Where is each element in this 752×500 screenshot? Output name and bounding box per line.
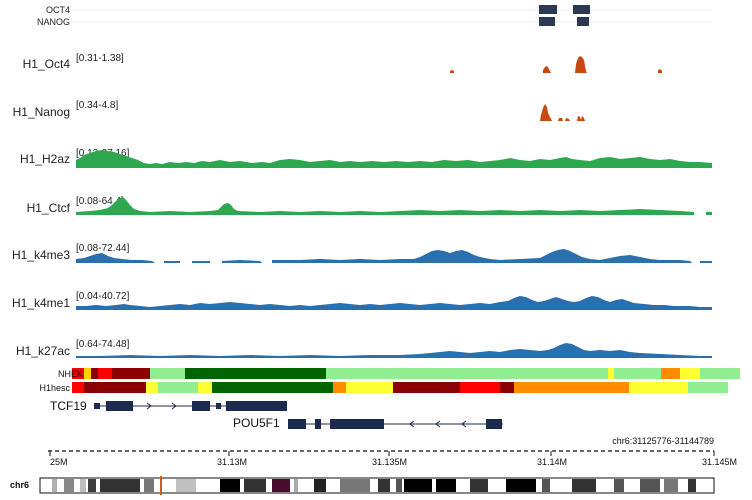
signal-track-h1-ctcf[interactable]: H1_Ctcf [0.08-64.4] [27, 196, 712, 215]
signal-track-h1-nanog[interactable]: H1_Nanog [0.34-4.8] [13, 100, 585, 121]
chromhmm-track-nhek[interactable]: NHEK [58, 368, 740, 379]
track-name: H1_Oct4 [23, 57, 71, 71]
axis-tick-label: 31.145M [702, 457, 737, 467]
ideogram-chrom-label: chr6 [10, 480, 29, 490]
gene-tcf19[interactable]: TCF19 [50, 399, 287, 413]
track-range: [0.34-4.8] [76, 100, 118, 111]
chromhmm-track-label: NHEK [58, 369, 83, 379]
signal-area [76, 249, 712, 263]
track-name: H1_k4me1 [12, 296, 70, 310]
peak-track-oct4[interactable]: OCT4 [46, 5, 712, 15]
signal-track-h1-oct4[interactable]: H1_Oct4 [0.31-1.38] [23, 53, 662, 73]
track-range: [0.31-1.38] [76, 53, 124, 64]
region-label: chr6:31125776-31144789 [612, 436, 714, 446]
signal-area [76, 197, 712, 215]
gene-label: POU5F1 [233, 416, 280, 430]
signal-track-h1-k27ac[interactable]: H1_k27ac [0.64-74.48] [16, 339, 712, 358]
signal-track-h1-k4me3[interactable]: H1_k4me3 [0.08-72.44] [12, 243, 712, 263]
signal-area [76, 343, 712, 358]
axis-tick-label: 31.13M [217, 457, 247, 467]
signal-area [540, 104, 585, 121]
axis-tick-label: 31.135M [372, 457, 407, 467]
signal-area [76, 150, 712, 168]
track-range: [0.08-72.44] [76, 243, 130, 254]
peak-track-label: OCT4 [46, 5, 70, 15]
gene-pou5f1[interactable]: POU5F1 [233, 416, 503, 430]
peak-feature[interactable] [539, 17, 555, 26]
axis-tick-label: 25M [50, 457, 68, 467]
chromhmm-track-label: H1hesc [39, 383, 70, 393]
peak-feature[interactable] [539, 5, 557, 14]
track-name: H1_k27ac [16, 344, 70, 358]
chromhmm-track-h1hesc[interactable]: H1hesc [39, 382, 728, 393]
track-name: H1_k4me3 [12, 248, 70, 262]
track-name: H1_Ctcf [27, 201, 71, 215]
track-range: [0.64-74.48] [76, 339, 130, 350]
signal-track-h1-h2az[interactable]: H1_H2az [0.12-27.16] [20, 148, 712, 168]
signal-track-h1-k4me1[interactable]: H1_k4me1 [0.04-40.72] [12, 291, 712, 310]
track-name: H1_Nanog [13, 105, 70, 119]
coordinate-axis: chr6:31125776-31144789 25M 31.13M 31.135… [48, 436, 737, 467]
peak-track-label: NANOG [37, 17, 70, 27]
chromosome-ideogram[interactable]: chr6 [10, 476, 715, 495]
signal-area [76, 296, 712, 310]
peak-feature[interactable] [577, 17, 589, 26]
gene-label: TCF19 [50, 399, 87, 413]
track-range: [0.08-64.4] [76, 196, 124, 207]
region-highlight-marker [160, 476, 162, 495]
peak-feature[interactable] [573, 5, 590, 14]
peak-track-nanog[interactable]: NANOG [37, 17, 712, 27]
signal-area [450, 56, 662, 73]
axis-tick-label: 31.14M [537, 457, 567, 467]
track-name: H1_H2az [20, 152, 70, 166]
track-range: [0.04-40.72] [76, 291, 130, 302]
